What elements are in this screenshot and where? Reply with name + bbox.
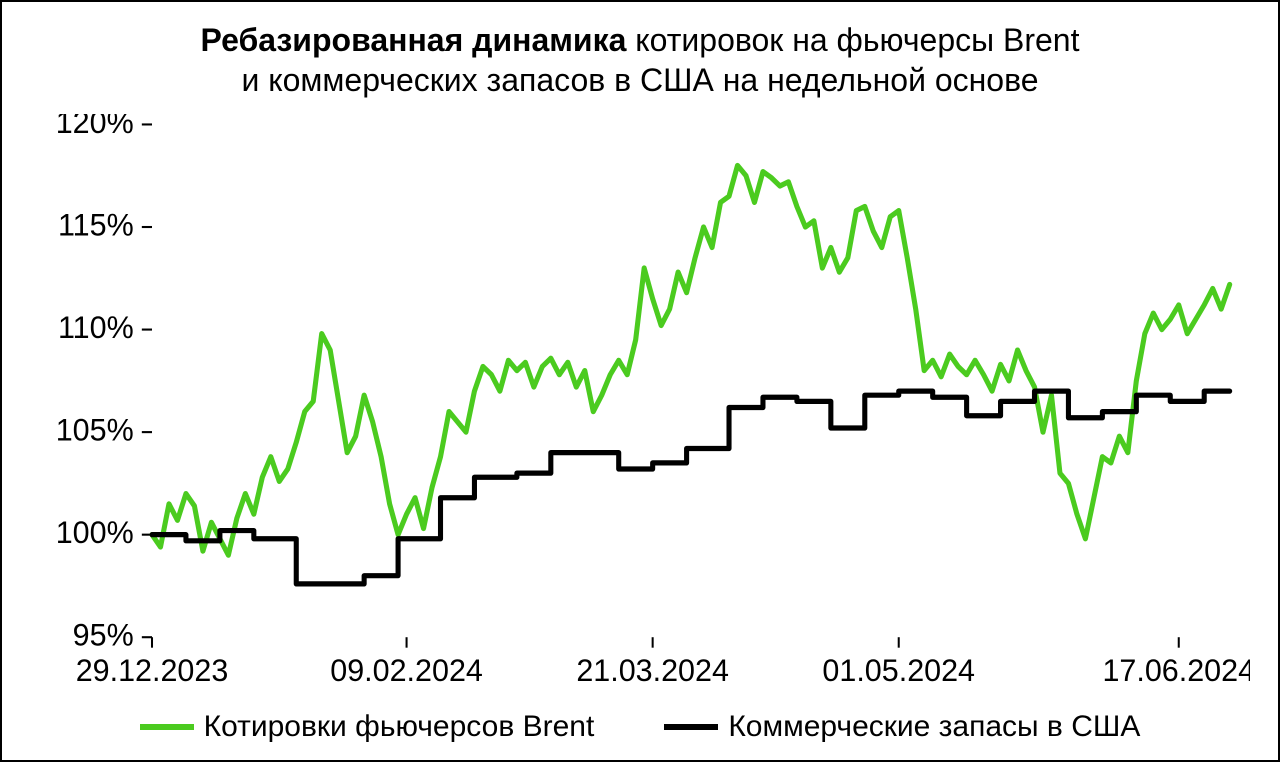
legend-swatch-stocks [664,724,718,730]
legend-swatch-brent [140,724,194,730]
legend-item-stocks: Коммерческие запасы в США [664,710,1140,744]
title-bold: Ребазированная динамика [201,22,627,58]
svg-text:100%: 100% [56,515,134,551]
svg-text:110%: 110% [58,309,134,345]
legend-item-brent: Котировки фьючерсов Brent [140,710,595,744]
chart-plot-area: 95% 100% 105% 110% 115% 120% 29.12.2023 09.02.2… [30,114,1250,700]
svg-text:29.12.2023: 29.12.2023 [76,653,229,689]
chart-frame: Ребазированная динамика котировок на фью… [0,0,1280,762]
svg-text:105%: 105% [56,412,134,448]
title-line2: и коммерческих запасов в США на недельно… [241,62,1038,98]
svg-text:09.02.2024: 09.02.2024 [330,653,483,689]
legend-label-brent: Котировки фьючерсов Brent [204,710,595,744]
title-rest1: котировок на фьючерсы Brent [626,22,1079,58]
svg-text:17.06.2024: 17.06.2024 [1102,653,1250,689]
svg-text:01.05.2024: 01.05.2024 [822,653,975,689]
chart-svg: 95% 100% 105% 110% 115% 120% 29.12.2023 09.02.2… [30,114,1250,700]
legend: Котировки фьючерсов Brent Коммерческие з… [30,700,1250,744]
svg-text:120%: 120% [56,114,134,140]
legend-label-stocks: Коммерческие запасы в США [728,710,1140,744]
svg-text:95%: 95% [73,617,134,653]
chart-title: Ребазированная динамика котировок на фью… [30,20,1250,100]
svg-text:21.03.2024: 21.03.2024 [576,653,729,689]
svg-text:115%: 115% [58,207,134,243]
